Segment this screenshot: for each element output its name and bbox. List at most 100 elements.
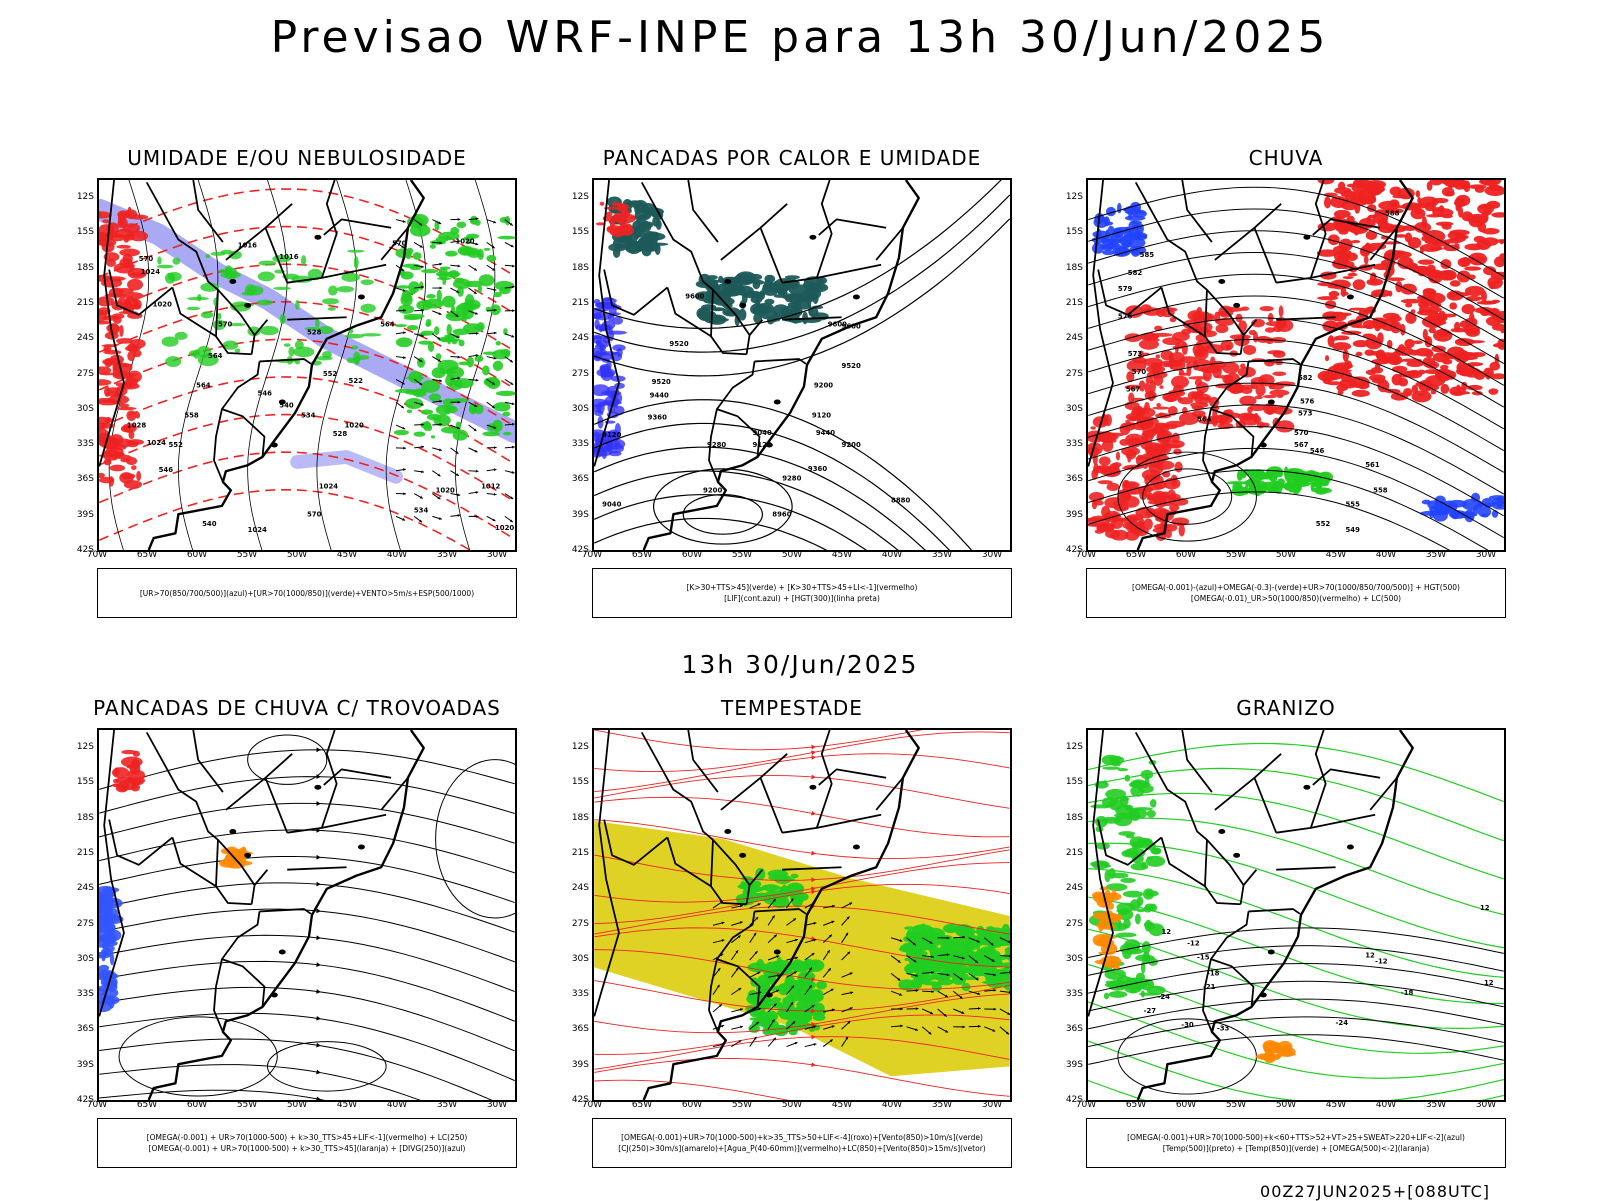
border-line	[172, 287, 251, 354]
rain-omega-area	[1260, 306, 1274, 311]
humidity-1000-850-area	[453, 279, 471, 289]
contour-label: 9200	[703, 487, 722, 495]
temp-850-contour-cluster	[1109, 756, 1124, 765]
lake	[279, 400, 286, 405]
lake	[1303, 235, 1310, 240]
longitude-label: 35W	[927, 550, 957, 560]
humidity-1000-850-area	[187, 297, 209, 301]
rain-omega-area	[1368, 215, 1377, 219]
rain-omega-area	[1426, 384, 1439, 390]
contour-line	[683, 495, 762, 535]
longitude-label: 55W	[232, 550, 262, 560]
longitude-label: 30W	[977, 1100, 1007, 1110]
rain-omega-area	[1419, 197, 1438, 208]
thickness-contour-cluster	[116, 245, 131, 249]
thickness-contour-cluster	[126, 379, 132, 389]
latitude-label: 36S	[563, 474, 589, 484]
wind-850-area	[814, 961, 819, 968]
rain-omega-area	[1445, 191, 1455, 197]
longitude-label: 65W	[132, 1100, 162, 1110]
streamline-arrow	[316, 1097, 321, 1100]
longitude-label: 70W	[1071, 550, 1101, 560]
rain-omega-area	[1426, 293, 1446, 304]
rain-omega-area	[1405, 303, 1412, 308]
omega-03-area	[1293, 482, 1310, 487]
rain-omega-area	[1488, 185, 1502, 191]
contour-label: 546	[1310, 447, 1325, 455]
streamline-arrow	[316, 1070, 321, 1075]
wind-850-area	[774, 1025, 789, 1036]
wind-vector-head	[476, 379, 479, 382]
contour-line	[1088, 818, 1504, 914]
lif-contour	[616, 348, 622, 357]
border-line	[1182, 180, 1212, 242]
panel-title: UMIDADE E/OU NEBULOSIDADE	[87, 146, 507, 170]
humidity-1000-850-area	[412, 388, 426, 397]
rain-omega-area	[1243, 345, 1256, 355]
border-line	[817, 730, 832, 828]
border-line	[216, 840, 218, 886]
longitude-label: 35W	[1421, 550, 1451, 560]
rain-omega-area	[1267, 350, 1284, 354]
rain-omega-area	[1279, 305, 1284, 317]
lifted-index-area	[620, 226, 634, 236]
rain-omega-area	[1263, 395, 1277, 398]
legend-line: [OMEGA(-0.001)+UR>70(1000-500)+k<60+TTS>…	[1091, 1132, 1501, 1143]
latitude-label: 39S	[1057, 1060, 1083, 1070]
latitude-label: 33S	[1057, 439, 1083, 449]
legend-line: [OMEGA(-0.001) + UR>70(1000-500) + k>30_…	[102, 1143, 512, 1154]
humidity-1000-850-area	[460, 247, 480, 255]
contour-label: 1024	[248, 526, 267, 534]
contour-label: 12	[1480, 904, 1490, 912]
contour-label: 567	[1294, 441, 1309, 449]
contour-label: 1024	[141, 268, 160, 276]
lifted-index-area	[618, 219, 624, 225]
rain-omega-area	[1399, 371, 1419, 376]
temp-850-contour-cluster	[1150, 799, 1157, 808]
contour-label: 9440	[650, 392, 669, 400]
lif-contour	[596, 368, 615, 377]
rain-omega-area	[1383, 313, 1400, 320]
lake	[739, 303, 746, 308]
contour-label: 576	[1300, 398, 1315, 406]
rain-omega-area	[1441, 384, 1450, 394]
wind-850-area	[800, 1013, 812, 1022]
temp-850-contour-cluster	[1116, 933, 1137, 938]
contour-label: 555	[1345, 500, 1360, 508]
panel-title: CHUVA	[1076, 146, 1496, 170]
longitude-label: 30W	[977, 550, 1007, 560]
humidity-1000-850-area	[351, 345, 358, 349]
contour-label: 1020	[495, 524, 514, 532]
border-line	[721, 204, 787, 260]
panel-title: PANCADAS POR CALOR E UMIDADE	[582, 146, 1002, 170]
thunderstorm-area	[116, 784, 129, 793]
latitude-label: 21S	[68, 298, 94, 308]
rain-omega-area	[1146, 365, 1165, 373]
temp-850-contour-cluster	[1135, 914, 1141, 925]
contour-label: 558	[184, 411, 199, 419]
thickness-contour-cluster	[106, 324, 119, 333]
temp-850-contour-cluster	[1137, 896, 1144, 906]
rain-omega-area	[1467, 385, 1483, 390]
longitude-label: 50W	[1271, 550, 1301, 560]
kinstability-area	[639, 237, 657, 249]
border-line	[817, 180, 832, 278]
panel-title: TEMPESTADE	[582, 696, 1002, 720]
humidity-1000-850-area	[477, 322, 485, 331]
humidity-1000-850-area	[436, 272, 444, 277]
wind-vector-head	[494, 332, 497, 335]
lake	[1268, 400, 1275, 405]
humidity-1000-850-area	[442, 296, 456, 308]
omega-500-area	[1106, 962, 1113, 966]
border-line	[222, 361, 265, 456]
lake	[271, 442, 278, 447]
longitude-label: 45W	[332, 550, 362, 560]
wind-vector-head	[512, 309, 515, 312]
humidity-1000-850-area	[431, 435, 435, 438]
humidity-1000-850-area	[482, 365, 490, 375]
contour-label: 540	[202, 520, 217, 528]
humidity-1000-850-area	[414, 431, 426, 436]
contour-line	[1088, 1035, 1504, 1065]
rain-omega-area	[1427, 313, 1447, 323]
